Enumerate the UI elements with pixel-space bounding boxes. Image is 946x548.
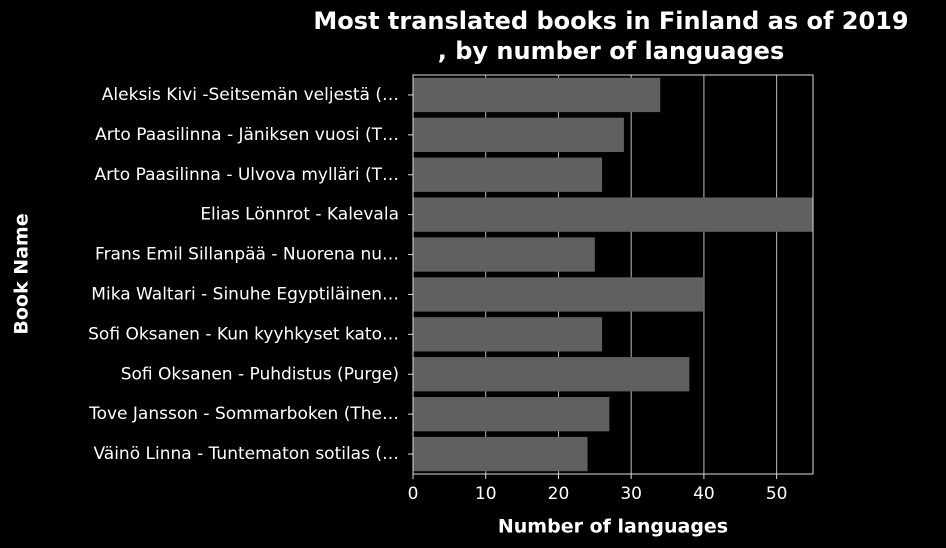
bar (413, 277, 704, 312)
y-tick-label: Sofi Oksanen - Puhdistus (Purge) (121, 364, 399, 384)
bar (413, 396, 610, 432)
x-tick-label: 30 (620, 484, 642, 504)
y-tick-label: Frans Emil Sillanpää - Nuorena nu… (95, 245, 399, 265)
plot-border (412, 74, 814, 475)
y-tick-label: Tove Jansson - Sommarboken (The… (88, 404, 399, 424)
y-tick-label: Elias Lönnrot - Kalevala (200, 205, 399, 225)
bar (413, 317, 603, 352)
y-tick-label: Sofi Oksanen - Kun kyyhkyset kato… (88, 324, 399, 344)
chart-title: Most translated books in Finland as of 2… (313, 7, 908, 35)
y-axis-title: Book Name (11, 213, 33, 334)
x-tick-label: 10 (475, 484, 497, 504)
bar (413, 357, 690, 392)
y-tick-label: Mika Waltari - Sinuhe Egyptiläinen… (91, 284, 399, 304)
x-axis-title: Number of languages (498, 516, 728, 538)
y-tick-label: Arto Paasilinna - Ulvova mylläri (T… (95, 165, 399, 185)
x-tick-label: 40 (693, 484, 715, 504)
x-tick-label: 20 (548, 484, 570, 504)
bar (413, 117, 624, 153)
bar (413, 197, 813, 232)
y-tick-label: Väinö Linna - Tuntematon sotilas (… (93, 444, 399, 464)
bar (413, 77, 661, 113)
bar (413, 157, 603, 192)
bar (413, 436, 588, 472)
y-tick-label: Arto Paasilinna - Jäniksen vuosi (T… (95, 125, 399, 145)
x-tick-label: 50 (766, 484, 788, 504)
chart-title: , by number of languages (438, 37, 784, 65)
y-tick-label: Aleksis Kivi -Seitsemän veljestä (… (102, 85, 399, 105)
x-tick-label: 0 (408, 484, 419, 504)
bar (413, 237, 595, 272)
